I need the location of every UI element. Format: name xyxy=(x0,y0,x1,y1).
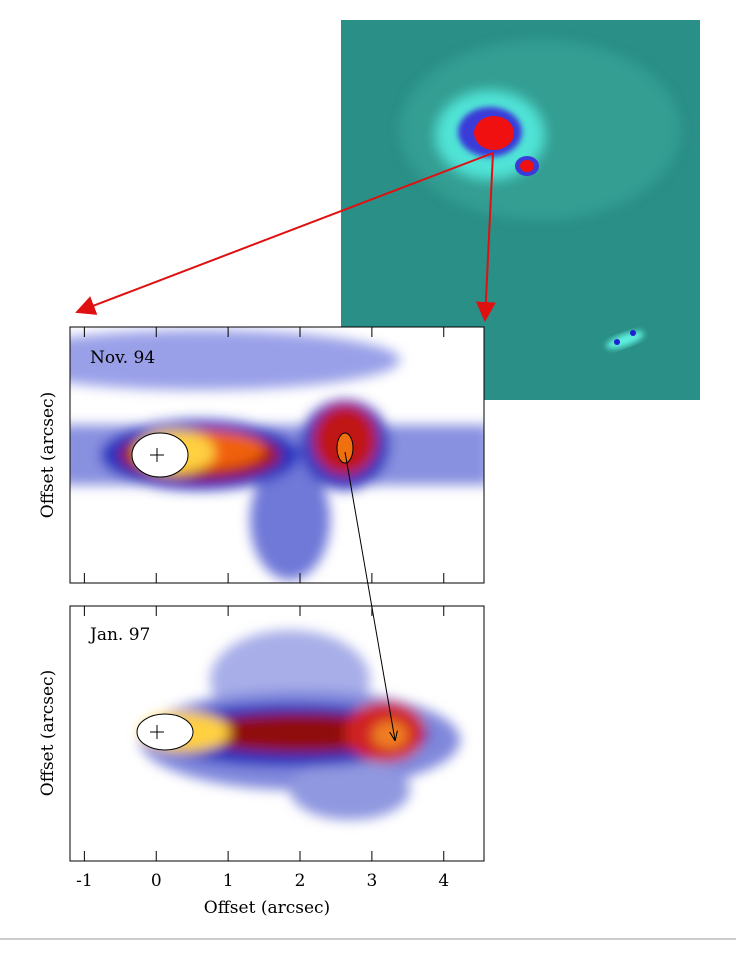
x-tick-label: 2 xyxy=(295,871,306,891)
arrow xyxy=(75,152,494,315)
y-axis-label: Offset (arcsec) xyxy=(38,670,58,796)
x-tick-label: 1 xyxy=(223,871,234,891)
x-axis-label: Offset (arcsec) xyxy=(204,898,330,918)
arrow xyxy=(344,451,395,740)
x-tick-label: -1 xyxy=(76,871,93,891)
map-2 xyxy=(70,606,484,861)
x-tick-label: 3 xyxy=(366,871,377,891)
y-axis-label: Offset (arcsec) xyxy=(38,392,58,518)
frame-1 xyxy=(69,326,485,584)
arrow xyxy=(475,152,496,322)
panel-label: Jan. 97 xyxy=(88,625,150,645)
map-1 xyxy=(70,327,484,583)
x-tick-label: 0 xyxy=(151,871,162,891)
bottom-rule xyxy=(0,938,736,940)
panel-label: Nov. 94 xyxy=(90,348,155,368)
x-tick-label: 4 xyxy=(438,871,449,891)
frame-2 xyxy=(69,605,485,862)
